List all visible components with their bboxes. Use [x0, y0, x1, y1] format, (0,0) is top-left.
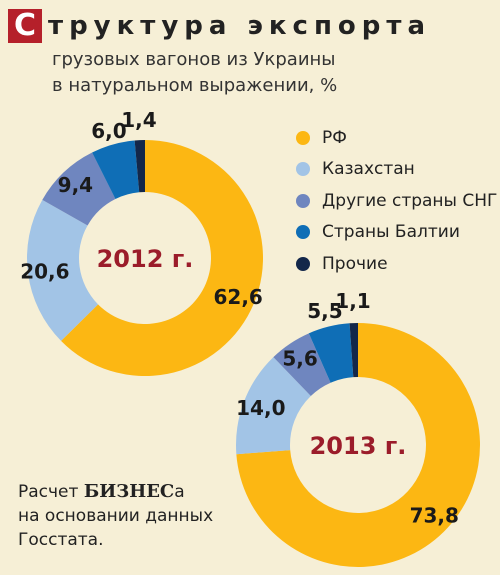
legend-label: Прочие: [322, 253, 388, 274]
slice-0-2: [42, 152, 116, 226]
source-suffix: а: [174, 482, 185, 502]
data-label-1-4: 1,1: [335, 289, 370, 313]
year-label-0: 2012 г.: [97, 245, 194, 273]
slice-0-3: [92, 140, 140, 200]
source-line2: на основании данных: [18, 506, 214, 526]
data-label-1-0: 73,8: [410, 504, 459, 528]
data-label-0-1: 20,6: [20, 259, 69, 283]
source-line3: Госстата.: [18, 530, 104, 550]
data-label-1-3: 5,5: [307, 299, 342, 323]
chart-title: С труктура экспорта: [8, 6, 431, 46]
slice-1-3: [308, 323, 354, 383]
legend-swatch: [296, 162, 310, 177]
title-text: труктура экспорта: [48, 11, 432, 41]
slice-1-0: [236, 323, 480, 567]
source-note: Расчет БИЗНЕСа на основании данных Госст…: [18, 480, 213, 552]
data-label-1-2: 5,6: [282, 347, 317, 371]
legend-item-other-cis: Другие страны СНГ: [296, 185, 497, 217]
data-label-0-2: 9,4: [58, 173, 93, 197]
year-label-1: 2013 г.: [310, 432, 407, 460]
source-brand: БИЗНЕС: [83, 481, 175, 502]
data-label-1-1: 14,0: [236, 396, 285, 420]
donut-1: 73,8 14,0 5,6 5,51,1 2013 г.: [236, 289, 480, 567]
legend-swatch: [296, 193, 310, 208]
source-prefix: Расчет: [18, 482, 84, 502]
legend-label: Страны Балтии: [322, 222, 460, 243]
subtitle-line2: в натуральном выражении, %: [52, 75, 338, 96]
slice-0-4: [134, 140, 145, 193]
data-label-0-0: 62,6: [214, 285, 263, 309]
data-label-0-3: 6,0: [91, 119, 126, 143]
title-initial: С: [8, 9, 42, 43]
legend-label: Другие страны СНГ: [322, 190, 498, 211]
slice-1-1: [236, 357, 311, 455]
legend-item-kazakhstan: Казахстан: [296, 154, 497, 186]
slice-1-4: [349, 323, 358, 378]
legend-item-other: Прочие: [296, 248, 497, 280]
data-label-0-4: 1,4: [121, 108, 156, 132]
legend-label: РФ: [322, 127, 347, 148]
legend-item-rf: РФ: [296, 122, 497, 154]
legend-item-baltic: Страны Балтии: [296, 217, 497, 249]
subtitle-line1: грузовых вагонов из Украины: [52, 49, 336, 70]
legend-swatch: [296, 130, 310, 145]
donut-0: 62,6 20,6 9,4 6,01,4 2012 г.: [20, 108, 264, 376]
legend-swatch: [296, 256, 310, 271]
slice-0-0: [61, 140, 264, 376]
legend-swatch: [296, 225, 310, 240]
legend: РФ Казахстан Другие страны СНГ Страны Ба…: [296, 122, 497, 280]
source-line1: Расчет БИЗНЕСа: [18, 480, 213, 504]
slice-1-2: [273, 333, 331, 397]
legend-label: Казахстан: [322, 159, 415, 180]
slice-0-1: [27, 199, 99, 341]
